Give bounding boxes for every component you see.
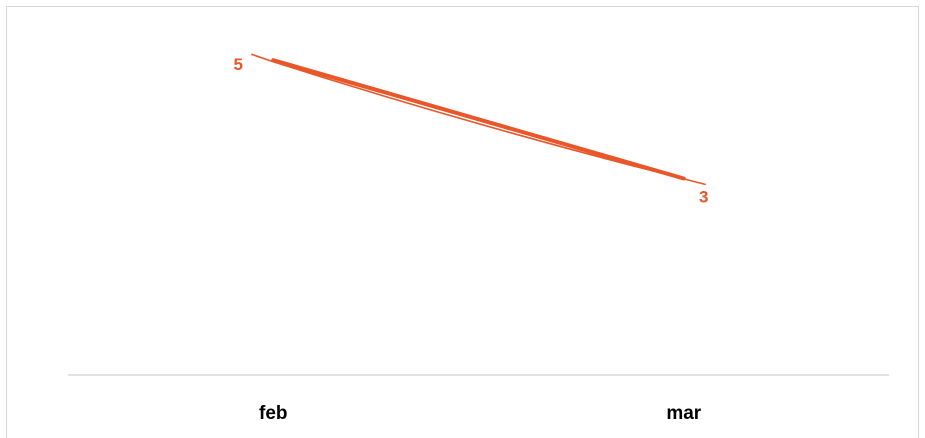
x-tick-labels: feb mar (259, 403, 702, 424)
x-tick-label-mar: mar (666, 403, 701, 424)
data-point-feb (271, 58, 275, 62)
data-label-feb: 5 (234, 55, 243, 74)
x-tick-label-feb: feb (259, 403, 288, 424)
series-sketch-line-0 (250, 53, 706, 186)
series-layer (250, 53, 706, 186)
data-point-mar (682, 177, 686, 180)
data-labels: 53 (234, 55, 709, 206)
data-label-mar: 3 (699, 188, 708, 207)
chart-frame (6, 6, 919, 438)
series-line-0 (271, 58, 686, 181)
